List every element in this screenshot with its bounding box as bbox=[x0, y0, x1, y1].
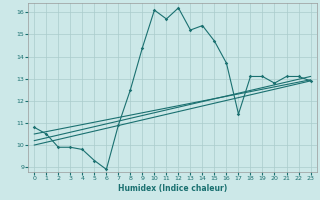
X-axis label: Humidex (Indice chaleur): Humidex (Indice chaleur) bbox=[118, 184, 227, 193]
